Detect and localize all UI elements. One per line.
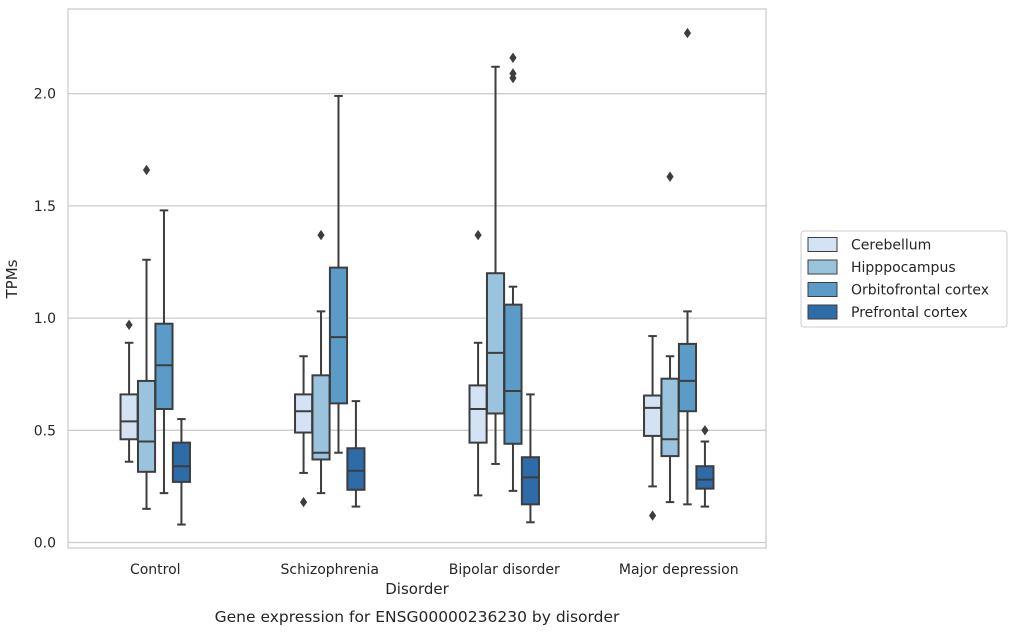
box-cerebellum-major-depression bbox=[643, 335, 663, 521]
iqr-box bbox=[311, 374, 331, 461]
box-prefrontal-cortex-control bbox=[171, 418, 191, 526]
outlier-point bbox=[474, 229, 482, 241]
x-tick-label: Bipolar disorder bbox=[449, 562, 560, 578]
legend: Cerebellum Hipppocampus Orbitofrontal cort… bbox=[800, 230, 1008, 328]
iqr-box bbox=[346, 447, 366, 491]
iqr-box bbox=[171, 441, 191, 483]
iqr-box bbox=[119, 393, 139, 441]
chart-caption: Gene expression for ENSG00000236230 by d… bbox=[215, 608, 620, 626]
outlier-point bbox=[317, 229, 325, 241]
outlier-point bbox=[648, 510, 657, 521]
box-hipppocampus-bipolar-disorder bbox=[485, 65, 506, 465]
legend-swatch-prefrontal-cortex bbox=[807, 304, 838, 320]
legend-swatch-hipppocampus bbox=[807, 259, 838, 275]
y-tick-label: 1.0 bbox=[34, 311, 56, 327]
outlier-point bbox=[701, 425, 709, 436]
outlier-point bbox=[509, 68, 517, 79]
iqr-box bbox=[503, 303, 523, 445]
box-orbitofrontal-cortex-schizophrenia bbox=[328, 94, 349, 454]
box-orbitofrontal-cortex-major-depression bbox=[677, 27, 698, 506]
outlier-point bbox=[683, 27, 692, 39]
x-axis-title: Disorder bbox=[385, 580, 449, 598]
x-tick-label: Control bbox=[130, 562, 181, 578]
y-tick-label: 2.0 bbox=[34, 87, 56, 103]
x-tick-label: Schizophrenia bbox=[281, 562, 379, 578]
x-tick-labels: Control Schizophrenia Bipolar disorder Majo… bbox=[130, 562, 739, 578]
iqr-box bbox=[328, 266, 349, 405]
legend-swatch-orbitofrontal-cortex bbox=[807, 282, 838, 297]
outlier-point bbox=[125, 319, 133, 331]
legend-frame bbox=[800, 230, 1008, 328]
box-hipppocampus-schizophrenia bbox=[311, 229, 331, 495]
outlier-point bbox=[666, 171, 674, 182]
box-cerebellum-control bbox=[119, 319, 139, 463]
iqr-box bbox=[485, 272, 506, 415]
box-series bbox=[119, 27, 715, 526]
y-axis-title: TPMs bbox=[3, 259, 21, 299]
box-cerebellum-schizophrenia bbox=[294, 355, 314, 508]
legend-label-hipppocampus: Hipppocampus bbox=[851, 260, 956, 276]
legend-label-prefrontal-cortex: Prefrontal cortex bbox=[851, 305, 968, 321]
plot-frame bbox=[67, 8, 767, 549]
iqr-box bbox=[136, 379, 157, 473]
y-tick-label: 1.5 bbox=[34, 199, 56, 215]
iqr-box bbox=[677, 342, 698, 413]
outlier-point bbox=[509, 52, 517, 63]
iqr-box bbox=[695, 465, 715, 490]
y-tick-labels: 0.0 0.5 1.0 1.5 2.0 bbox=[34, 87, 56, 552]
box-prefrontal-cortex-schizophrenia bbox=[346, 400, 366, 508]
box-prefrontal-cortex-major-depression bbox=[695, 425, 715, 508]
box-hipppocampus-control bbox=[136, 164, 157, 510]
box-prefrontal-cortex-bipolar-disorder bbox=[520, 393, 540, 524]
legend-label-orbitofrontal-cortex: Orbitofrontal cortex bbox=[851, 283, 989, 299]
outlier-point bbox=[142, 164, 151, 176]
iqr-box bbox=[294, 393, 314, 434]
iqr-box bbox=[643, 394, 663, 437]
box-orbitofrontal-cortex-bipolar-disorder bbox=[503, 52, 523, 492]
iqr-box bbox=[660, 377, 680, 458]
y-tick-label: 0.0 bbox=[34, 536, 56, 552]
legend-label-cerebellum: Cerebellum bbox=[851, 238, 931, 254]
iqr-box bbox=[154, 322, 174, 410]
legend-swatch-cerebellum bbox=[807, 237, 838, 252]
box-orbitofrontal-cortex-control bbox=[154, 209, 174, 495]
box-hipppocampus-major-depression bbox=[660, 171, 680, 504]
x-tick-label: Major depression bbox=[619, 562, 739, 578]
y-tick-label: 0.5 bbox=[34, 423, 56, 439]
box-cerebellum-bipolar-disorder bbox=[468, 229, 488, 497]
iqr-box bbox=[468, 384, 488, 444]
iqr-box bbox=[520, 456, 540, 506]
outlier-point bbox=[299, 496, 308, 508]
